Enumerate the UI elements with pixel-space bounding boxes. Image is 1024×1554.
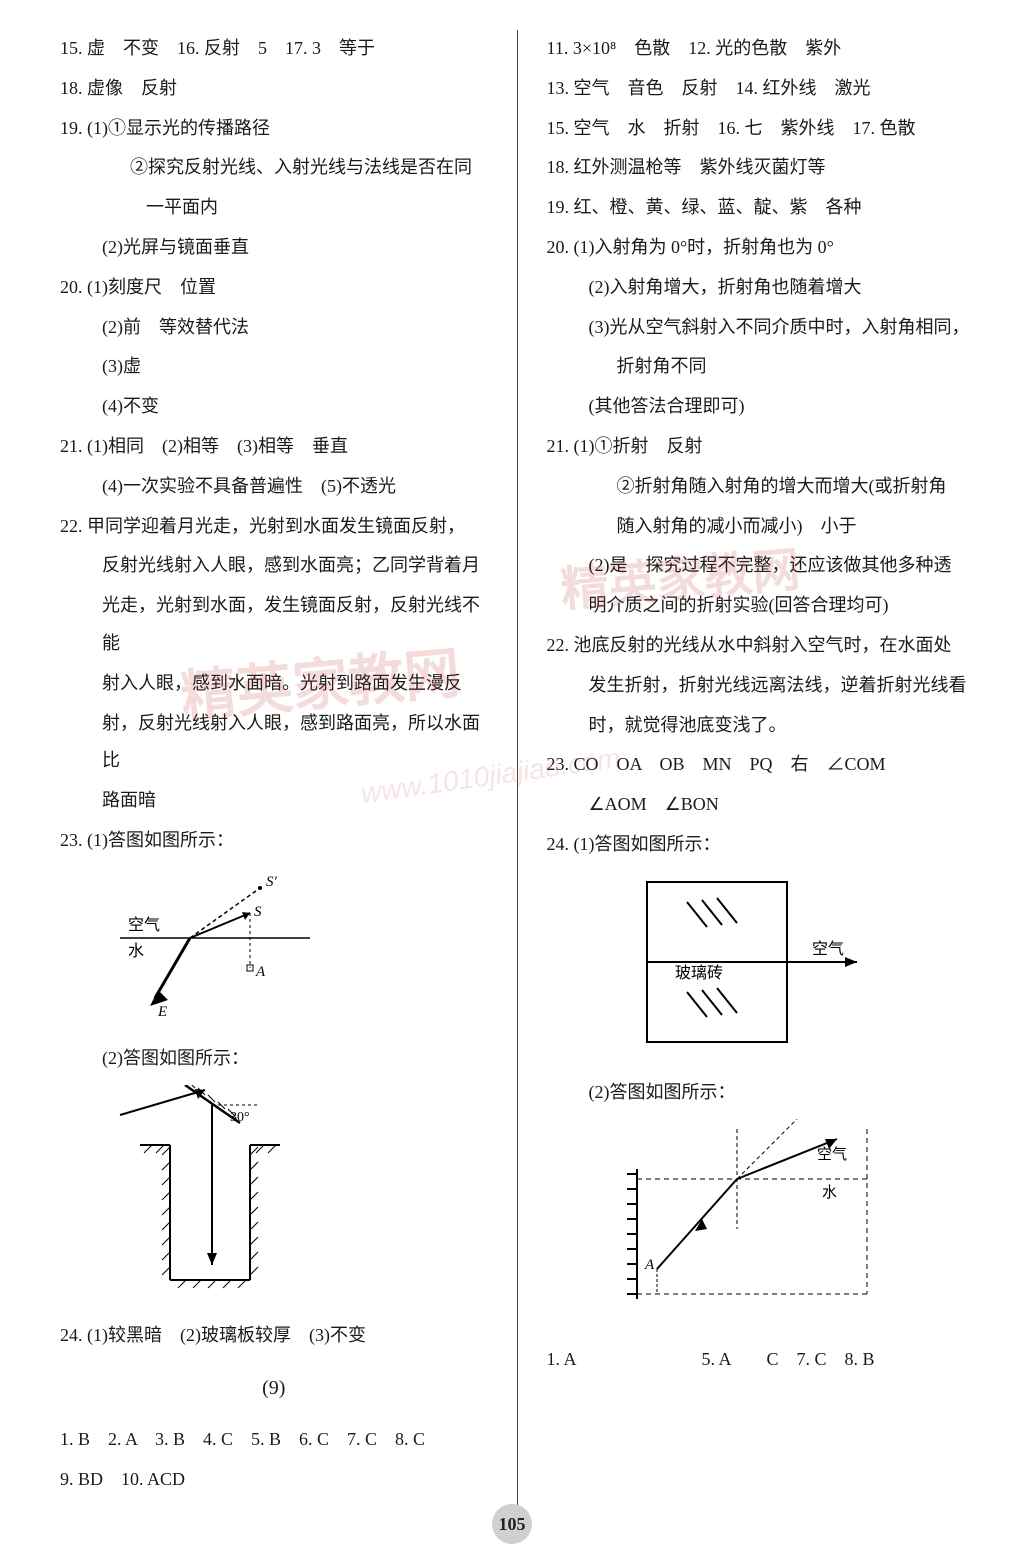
answer-r20-3: (3)光从空气斜射入不同介质中时，入射角相同， — [547, 309, 975, 347]
answer-r21-4: (2)是 探究过程不完整，还应该做其他多种透 — [547, 547, 975, 585]
answer-22-5: 射，反射光线射入人眼，感到路面亮，所以水面比 — [60, 705, 488, 781]
answer-r18: 18. 红外测温枪等 紫外线灭菌灯等 — [547, 149, 975, 187]
answer-21-2: (4)一次实验不具备普遍性 (5)不透光 — [60, 468, 488, 506]
section-9-heading: (9) — [60, 1367, 488, 1409]
answer-23-1: 23. (1)答图如图所示： — [60, 822, 488, 860]
page-number-value: 105 — [499, 1514, 526, 1535]
answer-18: 18. 虚像 反射 — [60, 70, 488, 108]
label-water4: 水 — [822, 1184, 837, 1201]
answer-r21-1: 21. (1)①折射 反射 — [547, 428, 975, 466]
mc-row-2: 9. BD 10. ACD — [60, 1461, 488, 1499]
mc-bottom-right: 1. A 5. A C 7. C 8. B — [547, 1341, 975, 1379]
mc-row-1: 1. B 2. A 3. B 4. C 5. B 6. C 7. C 8. C — [60, 1421, 488, 1459]
left-column: 15. 虚 不变 16. 反射 5 17. 3 等于 18. 虚像 反射 19.… — [60, 30, 513, 1534]
diagram-well-mirror: 30° — [100, 1085, 488, 1309]
answer-r22-2: 发生折射，折射光线远离法线，逆着折射光线看 — [547, 667, 975, 705]
label-air: 空气 — [128, 916, 160, 934]
answer-r22-3: 时，就觉得池底变浅了。 — [547, 707, 975, 745]
page-number: 105 — [492, 1504, 532, 1544]
answer-19-4: (2)光屏与镜面垂直 — [60, 229, 488, 267]
answer-r20-4: 折射角不同 — [547, 348, 975, 386]
answer-r15: 15. 空气 水 折射 16. 七 紫外线 17. 色散 — [547, 110, 975, 148]
diagram-reflection-water: 空气 水 S' S A E — [100, 868, 488, 1032]
diagram-glass-block: 玻璃砖 空气 — [627, 872, 975, 1066]
answer-20-4: (4)不变 — [60, 388, 488, 426]
answer-r24-2: (2)答图如图所示： — [547, 1074, 975, 1112]
label-angle: 30° — [230, 1110, 250, 1125]
answer-22-6: 路面暗 — [60, 782, 488, 820]
answer-19-1: 19. (1)①显示光的传播路径 — [60, 110, 488, 148]
label-a: A — [255, 964, 266, 980]
answer-22-1: 22. 甲同学迎着月光走，光射到水面发生镜面反射， — [60, 508, 488, 546]
label-e: E — [157, 1004, 167, 1018]
answer-r13: 13. 空气 音色 反射 14. 红外线 激光 — [547, 70, 975, 108]
answer-r23-2: ∠AOM ∠BON — [547, 786, 975, 824]
answer-22-2: 反射光线射入人眼，感到水面亮；乙同学背着月 — [60, 547, 488, 585]
label-s: S — [254, 904, 262, 920]
label-glass: 玻璃砖 — [675, 964, 723, 982]
answer-r19: 19. 红、橙、黄、绿、蓝、靛、紫 各种 — [547, 189, 975, 227]
answer-r20-5: (其他答法合理即可) — [547, 388, 975, 426]
answer-24: 24. (1)较黑暗 (2)玻璃板较厚 (3)不变 — [60, 1317, 488, 1355]
answer-r21-5: 明介质之间的折射实验(回答合理均可) — [547, 587, 975, 625]
answer-r20-1: 20. (1)入射角为 0°时，折射角也为 0° — [547, 229, 975, 267]
answer-20-3: (3)虚 — [60, 348, 488, 386]
answer-r24-1: 24. (1)答图如图所示： — [547, 826, 975, 864]
answer-r20-2: (2)入射角增大，折射角也随着增大 — [547, 269, 975, 307]
answer-19-2: ②探究反射光线、入射光线与法线是否在同 — [60, 149, 488, 187]
right-column: 11. 3×10⁸ 色散 12. 光的色散 紫外 13. 空气 音色 反射 14… — [522, 30, 975, 1534]
label-a4: A — [644, 1257, 655, 1273]
label-air3: 空气 — [812, 940, 844, 958]
answer-21-1: 21. (1)相同 (2)相等 (3)相等 垂直 — [60, 428, 488, 466]
diagram-refraction-water-air: 空气 水 A — [607, 1119, 975, 1323]
answer-22-4: 射入人眼，感到水面暗。光射到路面发生漫反 — [60, 665, 488, 703]
label-sprime: S' — [266, 874, 278, 890]
label-air4: 空气 — [817, 1146, 847, 1163]
answer-19-3: 一平面内 — [60, 189, 488, 227]
column-divider — [517, 30, 518, 1534]
answer-r22-1: 22. 池底反射的光线从水中斜射入空气时，在水面处 — [547, 627, 975, 665]
answer-r23-1: 23. CO OA OB MN PQ 右 ∠COM — [547, 746, 975, 784]
answer-20-1: 20. (1)刻度尺 位置 — [60, 269, 488, 307]
answer-23-2: (2)答图如图所示： — [60, 1040, 488, 1078]
answer-20-2: (2)前 等效替代法 — [60, 309, 488, 347]
answer-r21-2: ②折射角随入射角的增大而增大(或折射角 — [547, 468, 975, 506]
answer-r21-3: 随入射角的减小而减小) 小于 — [547, 508, 975, 546]
label-water: 水 — [128, 942, 144, 960]
answer-15: 15. 虚 不变 16. 反射 5 17. 3 等于 — [60, 30, 488, 68]
answer-22-3: 光走，光射到水面，发生镜面反射，反射光线不能 — [60, 587, 488, 663]
answer-r11: 11. 3×10⁸ 色散 12. 光的色散 紫外 — [547, 30, 975, 68]
